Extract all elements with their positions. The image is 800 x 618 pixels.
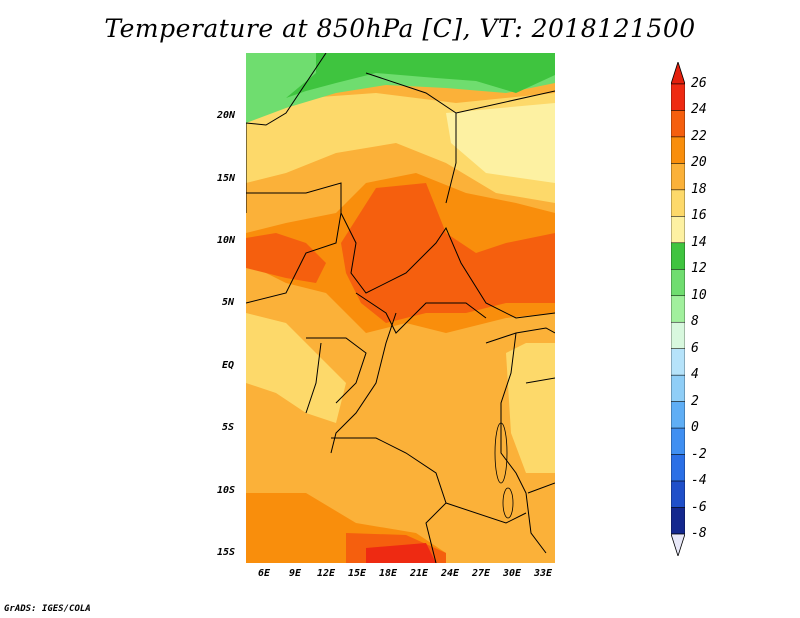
colorbar-cell [671,110,685,138]
colorbar-label: 10 [691,287,707,303]
east-pale-zone [506,343,555,473]
colorbar-cell [671,136,685,164]
colorbar-label: -6 [691,499,707,515]
colorbar-cell [671,454,685,482]
colorbar-over-arrow [671,62,685,85]
colorbar-cell [671,321,685,349]
colorbar-cell [671,242,685,270]
colorbar-cell [671,295,685,323]
colorbar-label: 16 [691,208,707,224]
colorbar [671,62,685,556]
colorbar-cells [671,83,685,535]
hot-zone-core [341,183,555,323]
lat-label-10n: 10N [217,235,236,246]
lon-label-15e: 15E [348,568,367,579]
map-title: Temperature at 850hPa [C], VT: 201812150… [104,14,696,43]
colorbar-cell [671,163,685,191]
grads-credit: GrADS: IGES/COLA [4,604,91,614]
lat-label-5n: 5N [222,297,235,308]
colorbar-cell [671,348,685,376]
lon-label-6e: 6E [258,568,271,579]
lon-label-12e: 12E [317,568,336,579]
lon-label-21e: 21E [410,568,429,579]
lat-label-15s: 15S [217,547,236,558]
lat-label-15n: 15N [217,173,236,184]
colorbar-label: -4 [691,473,707,489]
band-pale-ne [446,103,555,183]
temperature-map [246,53,555,563]
lat-label-20n: 20N [217,110,236,121]
lon-label-9e: 9E [289,568,302,579]
lon-label-27e: 27E [472,568,491,579]
colorbar-cell [671,216,685,244]
green-dark-zone [286,53,555,98]
hot-zone-west [246,233,326,283]
colorbar-cell [671,269,685,297]
lon-label-33e: 33E [534,568,553,579]
colorbar-label: 2 [691,393,699,409]
colorbar-cell [671,480,685,508]
colorbar-label: 18 [691,181,707,197]
lon-label-30e: 30E [503,568,522,579]
lon-label-24e: 24E [441,568,460,579]
south-hotspot [366,543,436,563]
colorbar-cell [671,507,685,535]
lat-label-eq: EQ [222,360,235,371]
colorbar-cell [671,427,685,455]
colorbar-label: 22 [691,128,707,144]
colorbar-cell [671,83,685,111]
lon-label-18e: 18E [379,568,398,579]
colorbar-label: -8 [691,526,707,541]
colorbar-cell [671,374,685,402]
country-borders [246,53,555,563]
colorbar-under-arrow [671,533,685,556]
colorbar-label: 0 [691,420,699,436]
colorbar-label: 12 [691,261,707,277]
colorbar-label: 4 [691,367,699,383]
colorbar-label: 20 [691,155,707,171]
lat-label-10s: 10S [217,485,236,496]
colorbar-label: 26 [691,76,707,91]
colorbar-label: -2 [691,446,707,462]
map-svg [246,53,555,563]
colorbar-label: 8 [691,314,699,330]
colorbar-label: 6 [691,340,699,356]
lat-label-5s: 5S [222,422,235,433]
colorbar-cell [671,189,685,217]
colorbar-label: 14 [691,234,707,250]
colorbar-label: 24 [691,102,707,118]
colorbar-cell [671,401,685,429]
coast-pale-zone [246,313,346,423]
lakes [494,422,514,519]
